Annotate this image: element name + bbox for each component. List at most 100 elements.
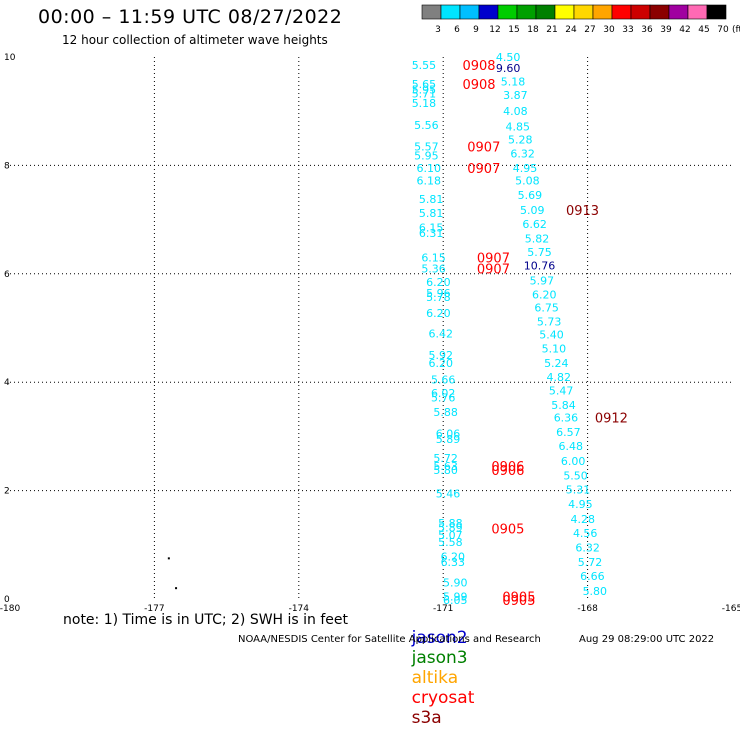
wave-height-point: 5.55 — [412, 59, 437, 72]
wave-height-point: 10.76 — [524, 260, 556, 273]
wave-height-point: 6.20 — [441, 551, 466, 564]
wave-height-point: 5.50 — [563, 469, 588, 482]
colorbar-label: 15 — [508, 25, 519, 35]
colorbar-label: 27 — [584, 25, 595, 35]
wave-height-point: 5.28 — [508, 133, 533, 146]
time-annotation: 0905 — [502, 594, 535, 609]
colorbar-label: 21 — [546, 25, 557, 35]
wave-height-point: 6.20 — [426, 307, 451, 320]
time-annotation: 0912 — [595, 411, 628, 426]
wave-height-point: 5.92 — [429, 349, 454, 362]
wave-height-point: 5.89 — [436, 433, 461, 446]
wave-height-point: 6.15 — [419, 222, 444, 235]
time-annotation: 0907 — [467, 140, 500, 155]
wave-height-point: 6.20 — [429, 357, 454, 370]
colorbar-label: 42 — [679, 25, 690, 35]
colorbar-label: 45 — [698, 25, 709, 35]
wave-height-point: 5.96 — [426, 287, 451, 300]
wave-height-point: 5.66 — [431, 373, 456, 386]
colorbar-label: 9 — [473, 25, 479, 35]
wave-height-point: 9.60 — [496, 62, 521, 75]
page-subtitle: 12 hour collection of altimeter wave hei… — [62, 33, 328, 47]
page-title: 00:00 – 11:59 UTC 08/27/2022 — [38, 6, 343, 28]
wave-height-point: 5.56 — [414, 119, 439, 132]
time-annotation: 0908 — [462, 59, 495, 74]
colorbar-label: 12 — [489, 25, 500, 35]
footer-note: note: 1) Time is in UTC; 2) SWH is in fe… — [63, 612, 349, 628]
wave-height-point: 6.75 — [534, 301, 559, 314]
timestamp: Aug 29 08:29:00 UTC 2022 — [579, 634, 715, 645]
wave-height-point: 4.85 — [506, 120, 531, 133]
time-annotation: 0913 — [566, 204, 599, 219]
wave-height-point: 5.78 — [426, 291, 451, 304]
wave-height-point: 6.57 — [556, 426, 581, 439]
wave-height-point: 4.28 — [571, 513, 596, 526]
colorbar-label: 70 — [717, 25, 729, 35]
wave-height-point: 6.15 — [421, 252, 446, 265]
colorbar-swatch — [706, 4, 727, 20]
legend-jason2: jason2 — [411, 628, 468, 648]
wave-height-point: 6.33 — [441, 556, 466, 569]
wave-height-point: 4.95 — [568, 498, 593, 511]
wave-height-point: 6.20 — [532, 288, 557, 301]
x-tick-label: -171 — [433, 604, 453, 614]
legend-altika: altika — [411, 668, 459, 688]
x-tick-label: -180 — [0, 604, 20, 614]
scatter-chart: -180 -177 -174 -171 -168 -16502468105.555.655… — [0, 51, 740, 614]
colorbar-label: 3 — [435, 25, 441, 35]
wave-height-point: 6.32 — [575, 542, 600, 555]
wave-height-point: 6.00 — [561, 455, 586, 468]
data-dot — [167, 557, 170, 560]
wave-height-point: 6.18 — [417, 175, 442, 188]
wave-height-point: 5.97 — [530, 274, 555, 287]
wave-height-point: 5.57 — [414, 140, 439, 153]
wave-height-point: 5.31 — [566, 484, 591, 497]
wave-height-point: 5.95 — [414, 150, 439, 163]
time-annotation: 0907 — [467, 162, 500, 177]
colorbar-label: 18 — [527, 25, 539, 35]
wave-height-point: 6.10 — [417, 162, 442, 175]
wave-height-point: 6.31 — [419, 227, 444, 240]
wave-height-point: 5.71 — [412, 87, 437, 100]
wave-height-point: 6.36 — [554, 411, 579, 424]
wave-height-point: 6.62 — [522, 218, 547, 231]
wave-height-point: 6.48 — [559, 440, 584, 453]
wave-height-point: 6.32 — [510, 147, 535, 160]
legend-cryosat: cryosat — [411, 688, 475, 708]
wave-height-point: 5.65 — [412, 78, 437, 91]
colorbar-unit: (ft) — [732, 25, 740, 35]
x-tick-label: -174 — [289, 604, 310, 614]
y-tick-label: 4 — [4, 378, 10, 388]
wave-height-point: 5.80 — [433, 464, 458, 477]
time-annotation: 0908 — [462, 78, 495, 93]
wave-height-point: 6.06 — [436, 428, 461, 441]
wave-height-point: 5.81 — [419, 193, 444, 206]
x-tick-label: -168 — [577, 604, 598, 614]
time-annotation: 0907 — [477, 262, 510, 277]
wave-height-point: 5.69 — [518, 189, 543, 202]
wave-height-point: 5.73 — [537, 315, 562, 328]
time-annotation: 0906 — [491, 460, 524, 475]
wave-height-point: 5.89 — [438, 521, 463, 534]
time-annotation: 0907 — [477, 252, 510, 267]
colorbar-label: 30 — [603, 25, 615, 35]
wave-height-point: 5.10 — [542, 343, 567, 356]
colorbar-label: 24 — [565, 25, 577, 35]
x-tick-label: -177 — [144, 604, 164, 614]
wave-height-point: 5.47 — [549, 384, 574, 397]
colorbar-label: 39 — [660, 25, 672, 35]
wave-height-point: 4.56 — [573, 527, 598, 540]
satellite-legend: jason2 jason3 altika cryosat s3a — [390, 608, 475, 748]
wave-height-point: 6.02 — [431, 387, 456, 400]
colorbar-label: 33 — [622, 25, 633, 35]
wave-height-point: 5.82 — [525, 233, 550, 246]
colorbar-label: 36 — [641, 25, 653, 35]
wave-height-point: 6.05 — [443, 594, 468, 607]
wave-height-point: 5.07 — [438, 529, 463, 542]
wave-height-map: 00:00 – 11:59 UTC 08/27/2022 12 hour col… — [0, 4, 740, 728]
wave-height-point: 5.80 — [583, 585, 608, 598]
wave-height-point: 5.72 — [433, 452, 458, 465]
colorbar-label: 6 — [454, 25, 460, 35]
data-dot — [175, 587, 178, 590]
